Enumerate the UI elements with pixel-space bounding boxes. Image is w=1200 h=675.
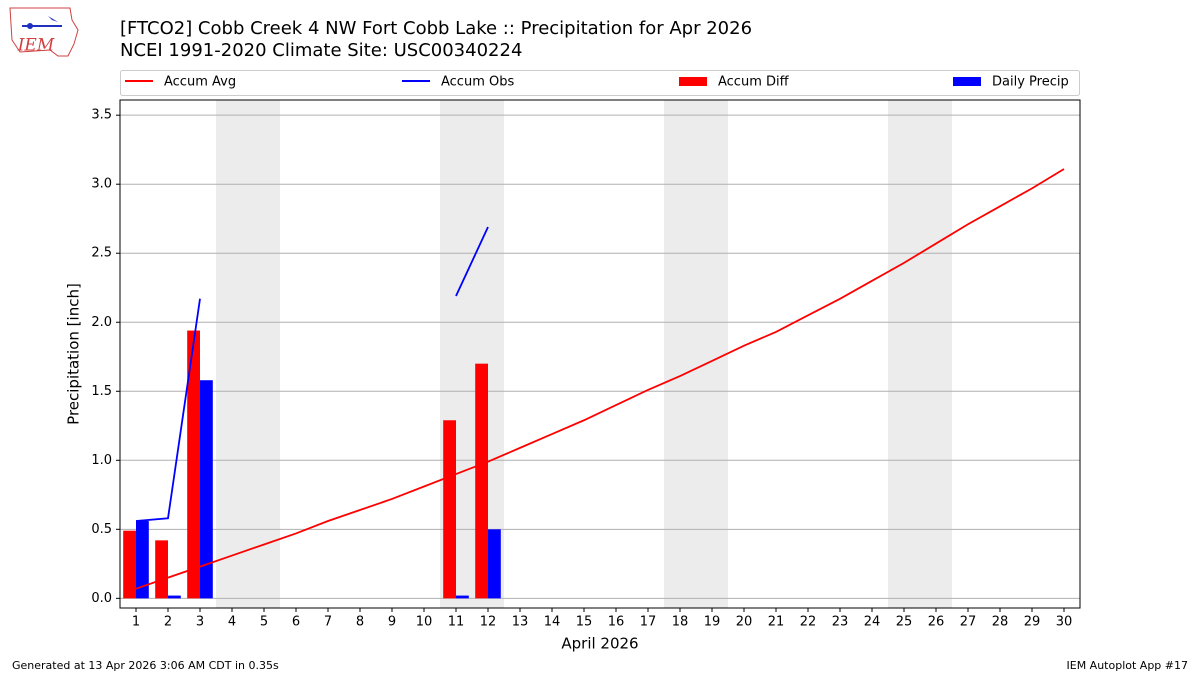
y-tick-label: 0.5 — [91, 522, 112, 537]
x-axis-label: April 2026 — [561, 635, 638, 653]
x-tick-label: 11 — [448, 615, 465, 630]
y-tick-label: 3.0 — [91, 177, 112, 192]
x-tick-label: 10 — [416, 615, 433, 630]
bar — [200, 380, 213, 599]
x-tick-label: 4 — [228, 615, 236, 630]
y-tick-label: 2.0 — [91, 315, 112, 330]
bar — [443, 420, 456, 599]
y-tick-label: 0.0 — [91, 591, 112, 606]
footer-right: IEM Autoplot App #17 — [1067, 659, 1189, 672]
x-tick-label: 1 — [132, 615, 140, 630]
bar — [136, 521, 149, 599]
bar — [168, 595, 181, 599]
legend-swatch — [679, 77, 707, 86]
y-tick-label: 1.5 — [91, 384, 112, 399]
x-tick-label: 3 — [196, 615, 204, 630]
x-tick-label: 27 — [960, 615, 977, 630]
x-tick-label: 17 — [640, 615, 657, 630]
x-tick-label: 30 — [1056, 615, 1073, 630]
x-tick-label: 28 — [992, 615, 1009, 630]
bar — [187, 330, 200, 599]
footer-left: Generated at 13 Apr 2026 3:06 AM CDT in … — [12, 659, 279, 672]
x-tick-label: 8 — [356, 615, 364, 630]
x-tick-label: 29 — [1024, 615, 1041, 630]
weekend-shade — [216, 100, 280, 608]
x-tick-label: 25 — [896, 615, 913, 630]
legend-label: Accum Avg — [164, 75, 236, 90]
bar — [155, 540, 168, 599]
x-tick-label: 16 — [608, 615, 625, 630]
logo-text: IEM — [17, 36, 55, 56]
x-tick-label: 12 — [480, 615, 497, 630]
chart-subtitle: NCEI 1991-2020 Climate Site: USC00340224 — [120, 40, 522, 61]
weekend-shade — [888, 100, 952, 608]
chart-title: [FTCO2] Cobb Creek 4 NW Fort Cobb Lake :… — [120, 18, 752, 39]
x-tick-label: 2 — [164, 615, 172, 630]
y-axis-label: Precipitation [inch] — [65, 283, 83, 425]
legend-swatch — [953, 77, 981, 86]
logo: IEM — [9, 7, 79, 57]
bar — [123, 530, 136, 599]
x-tick-label: 13 — [512, 615, 529, 630]
line — [135, 168, 1065, 590]
legend-box — [120, 70, 1080, 96]
plot-frame — [119, 99, 1081, 609]
x-tick-label: 7 — [324, 615, 332, 630]
y-tick-label: 2.5 — [91, 246, 112, 261]
bar — [488, 529, 501, 599]
x-tick-label: 24 — [864, 615, 881, 630]
x-tick-label: 5 — [260, 615, 268, 630]
x-tick-label: 15 — [576, 615, 593, 630]
y-tick-label: 3.5 — [91, 108, 112, 123]
x-tick-label: 18 — [672, 615, 689, 630]
bar — [456, 595, 469, 599]
x-tick-label: 20 — [736, 615, 753, 630]
line — [135, 226, 489, 522]
x-tick-label: 14 — [544, 615, 561, 630]
legend-label: Accum Diff — [718, 75, 790, 90]
x-tick-label: 26 — [928, 615, 945, 630]
bar — [475, 363, 488, 599]
x-tick-label: 23 — [832, 615, 849, 630]
x-tick-label: 9 — [388, 615, 396, 630]
legend-label: Accum Obs — [441, 75, 514, 90]
x-tick-label: 21 — [768, 615, 785, 630]
x-tick-label: 19 — [704, 615, 721, 630]
weekend-shade — [664, 100, 728, 608]
y-tick-label: 1.0 — [91, 453, 112, 468]
x-tick-label: 22 — [800, 615, 817, 630]
x-tick-label: 6 — [292, 615, 300, 630]
legend-label: Daily Precip — [992, 75, 1069, 90]
